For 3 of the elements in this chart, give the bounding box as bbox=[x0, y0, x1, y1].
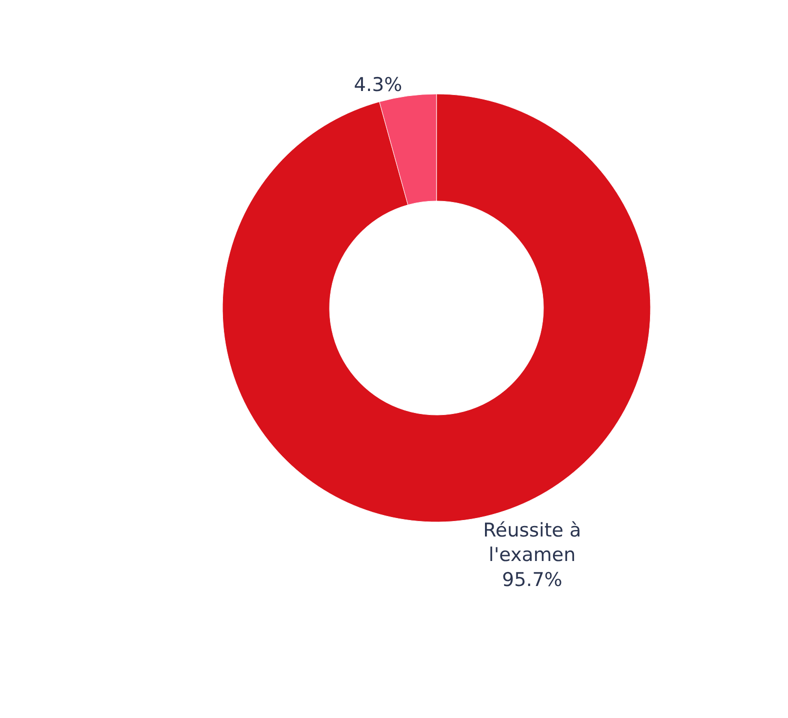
data-label: 95.7% bbox=[502, 568, 562, 591]
slice-label: Réussite à l'examen bbox=[483, 519, 582, 566]
data-label: 4.3% bbox=[354, 74, 402, 96]
